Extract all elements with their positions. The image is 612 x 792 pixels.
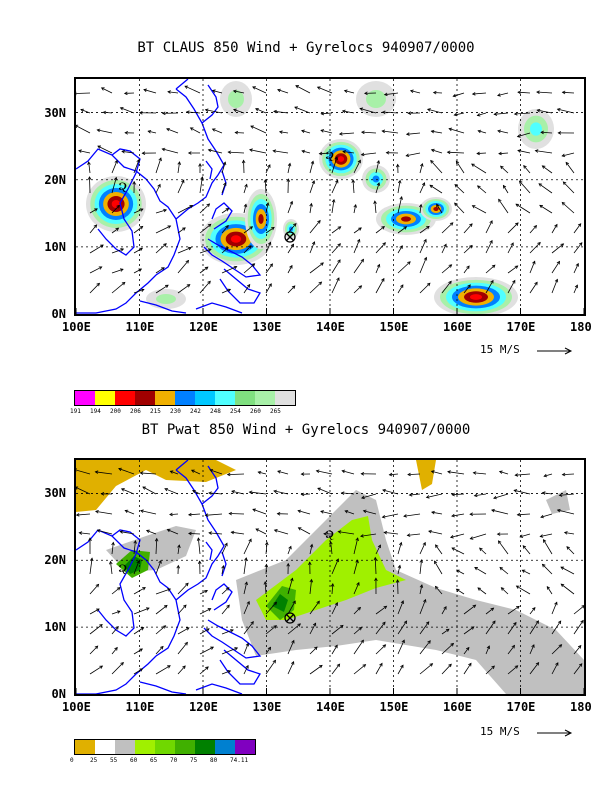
top-panel-title: BT CLAUS 850 Wind + Gyrelocs 940907/0000 [137, 40, 475, 56]
lon-label: 120E [189, 320, 218, 334]
colorbar-swatch [95, 391, 115, 405]
colorbar-label: 248 [210, 408, 221, 415]
colorbar-swatch [175, 391, 195, 405]
colorbar-label: 230 [170, 408, 181, 415]
colorbar-label: 55 [110, 757, 118, 764]
gyre-symbol: ૨ [118, 177, 127, 196]
bottom-map-svg: ૨૨ [76, 460, 584, 694]
colorbar-label: 194 [90, 408, 101, 415]
lon-label: 170E [506, 320, 536, 334]
colorbar-label: 254 [230, 408, 241, 415]
lon-label: 150E [379, 700, 409, 714]
lon-label: 110E [125, 700, 155, 714]
colorbar-swatch [135, 391, 155, 405]
colorbar-swatch [275, 391, 295, 405]
colorbar-label: 0 [70, 757, 74, 764]
colorbar-swatch [155, 391, 175, 405]
top-map-svg: ૨૨ [76, 79, 584, 314]
lon-label: 160E [443, 320, 472, 334]
lon-label: 150E [379, 320, 409, 334]
colorbar-label: 65 [150, 757, 158, 764]
bottom-panel-title: BT Pwat 850 Wind + Gyrelocs 940907/0000 [141, 422, 471, 438]
lat-label: 0N [51, 307, 66, 321]
wind-vectors [76, 467, 584, 675]
lon-label: 110E [125, 320, 155, 334]
gyre-symbol: ૨ [325, 525, 334, 544]
colorbar-label: 265 [270, 408, 281, 415]
bottom-colorbar [74, 739, 256, 755]
colorbar-swatch [155, 740, 175, 754]
colorbar-swatch [215, 740, 235, 754]
lon-label: 130E [252, 320, 282, 334]
colorbar-swatch [195, 740, 215, 754]
top-wind-scale-label: 15 M/S [480, 343, 520, 356]
coastline-outline [76, 79, 262, 314]
bottom-wind-scale-arrow [537, 729, 573, 737]
lon-label: 140E [316, 700, 345, 714]
colorbar-label: 206 [130, 408, 141, 415]
lat-lon-grid [76, 79, 584, 314]
colorbar-swatch [115, 740, 135, 754]
gyre-markers: ૨૨ [118, 146, 335, 243]
colorbar-swatch [115, 391, 135, 405]
top-wind-scale-arrow [537, 347, 573, 355]
colorbar-label: 60 [130, 757, 138, 764]
colorbar-label: 75 [190, 757, 198, 764]
gyre-markers: ૨૨ [118, 525, 335, 624]
colorbar-label: 191 [70, 408, 81, 415]
colorbar-swatch [215, 391, 235, 405]
colorbar-swatch [195, 391, 215, 405]
colorbar-swatch [95, 740, 115, 754]
lat-label: 20N [44, 172, 66, 187]
lat-label: 10N [44, 620, 66, 635]
colorbar-swatch [255, 391, 275, 405]
lon-label: 180 [570, 320, 592, 334]
colorbar-label: 242 [190, 408, 201, 415]
colorbar-label: 74.11 [230, 757, 249, 764]
colorbar-swatch [75, 740, 95, 754]
lon-label: 100E [62, 320, 91, 334]
colorbar-label: 80 [210, 757, 218, 764]
lon-label: 160E [443, 700, 472, 714]
lat-lon-grid [76, 460, 584, 694]
gyre-symbol: ૨ [325, 146, 334, 165]
colorbar-swatch [235, 391, 255, 405]
cloud-temperature-shading [86, 81, 554, 314]
lat-label: 20N [44, 553, 66, 568]
lon-label: 130E [252, 700, 282, 714]
colorbar-label: 200 [110, 408, 121, 415]
lon-label: 120E [189, 700, 218, 714]
lon-label: 100E [62, 700, 91, 714]
colorbar-label: 260 [250, 408, 261, 415]
lon-label: 180 [570, 700, 592, 714]
colorbar-swatch [75, 391, 95, 405]
colorbar-label: 70 [170, 757, 178, 764]
lat-label: 30N [44, 486, 66, 501]
top-colorbar [74, 390, 296, 406]
lat-label: 30N [44, 105, 66, 120]
colorbar-label: 25 [90, 757, 98, 764]
lon-label: 140E [316, 320, 345, 334]
colorbar-label: 215 [150, 408, 161, 415]
colorbar-swatch [175, 740, 195, 754]
lat-label: 0N [51, 687, 66, 701]
wind-vectors [76, 85, 583, 294]
colorbar-swatch [135, 740, 155, 754]
colorbar-swatch [235, 740, 255, 754]
lon-label: 170E [506, 700, 536, 714]
bottom-wind-scale-label: 15 M/S [480, 725, 520, 738]
lat-label: 10N [44, 239, 66, 254]
gyre-symbol: ૨ [118, 559, 127, 578]
